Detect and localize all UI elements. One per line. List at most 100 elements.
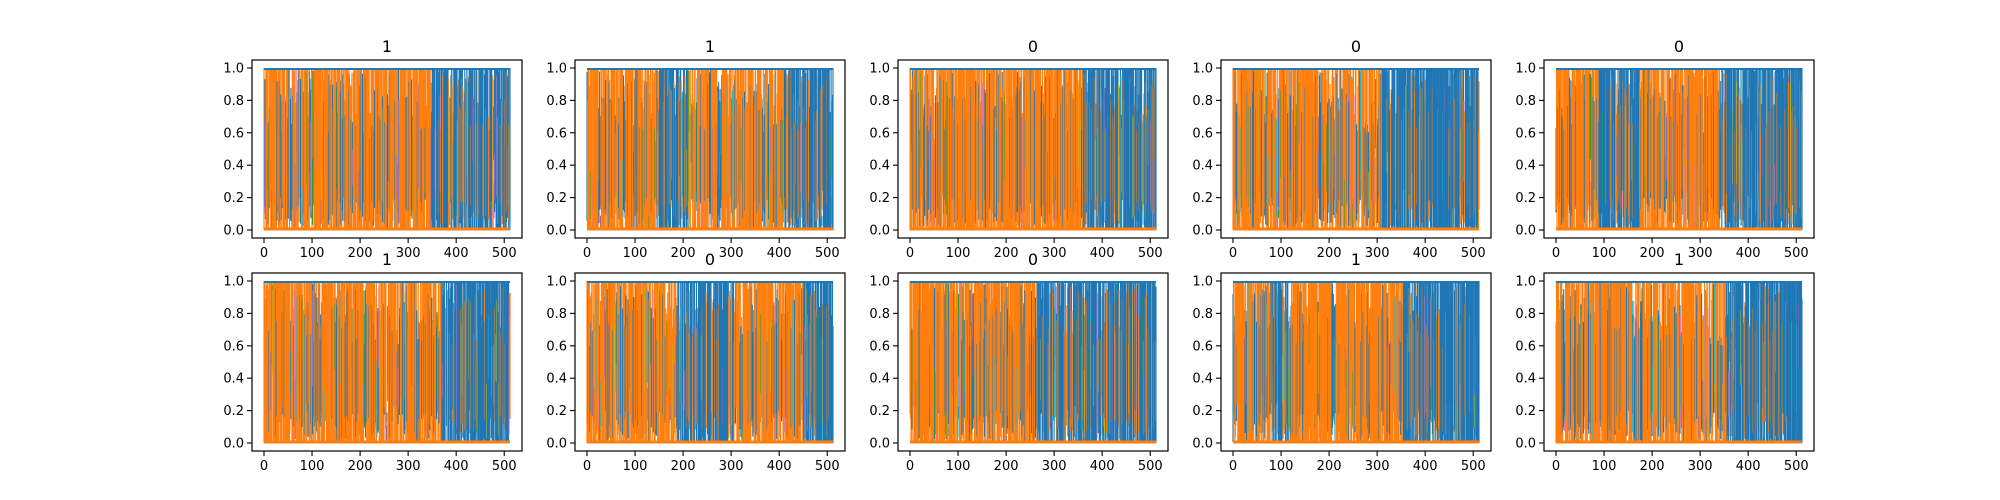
y-tick-label: 0.0 [546,437,567,452]
x-tick-label: 300 [1042,459,1067,474]
y-tick-label: 1.0 [223,62,244,77]
x-tick-label: 200 [1317,459,1342,474]
plot-area [263,68,511,231]
y-tick-label: 0.8 [1192,94,1213,109]
axes-frame [574,272,846,452]
subplot-4: 0.0 0.2 0.4 0.6 0.8 1.0 0 100 200 300 400 500 0 [1192,37,1492,261]
axes-frame [251,59,523,239]
x-tick-label: 100 [1269,246,1294,261]
y-tick-label: 0.0 [869,224,890,239]
y-tick-label: 0.4 [869,372,890,387]
axes-frame [897,59,1169,239]
plot-area [1555,68,1803,231]
subplot-title: 0 [705,250,715,269]
subplot-8: 0.0 0.2 0.4 0.6 0.8 1.0 0 100 200 300 400 500 0 [869,250,1169,474]
y-tick-label: 0.0 [1192,437,1213,452]
x-tick-label: 100 [1592,246,1617,261]
subplot-title: 1 [705,37,715,56]
x-tick-label: 300 [1042,246,1067,261]
y-tick-label: 1.0 [546,275,567,290]
x-tick-label: 500 [1784,246,1809,261]
y-tick-label: 1.0 [1515,62,1536,77]
x-tick-label: 400 [444,459,469,474]
y-tick-label: 1.0 [546,62,567,77]
x-tick-label: 200 [1317,246,1342,261]
subplot-title: 1 [382,250,392,269]
x-tick-label: 200 [994,459,1019,474]
subplot-title: 0 [1351,37,1361,56]
y-tick-label: 1.0 [869,275,890,290]
x-tick-label: 400 [1090,246,1115,261]
y-tick-label: 0.2 [223,404,244,419]
subplot-7: 0.0 0.2 0.4 0.6 0.8 1.0 0 100 200 300 400 500 0 [546,250,846,474]
y-tick-label: 0.4 [546,159,567,174]
subplot-5: 0.0 0.2 0.4 0.6 0.8 1.0 0 100 200 300 400 500 0 [1515,37,1815,261]
plot-area [909,68,1157,231]
y-tick-label: 0.6 [223,126,244,141]
x-tick-label: 300 [1365,246,1390,261]
y-tick-label: 0.4 [223,372,244,387]
y-tick-label: 0.6 [1192,126,1213,141]
x-tick-label: 0 [260,459,268,474]
x-tick-label: 400 [444,246,469,261]
y-tick-label: 0.2 [1515,191,1536,206]
subplot-9: 0.0 0.2 0.4 0.6 0.8 1.0 0 100 200 300 400 500 1 [1192,250,1492,474]
y-tick-label: 0.4 [1515,159,1536,174]
y-tick-label: 1.0 [1192,62,1213,77]
y-tick-label: 0.8 [869,307,890,322]
y-tick-label: 0.0 [546,224,567,239]
plot-area [586,281,834,444]
y-tick-label: 1.0 [223,275,244,290]
y-tick-label: 0.0 [223,437,244,452]
y-tick-label: 0.0 [869,437,890,452]
plot-area [1555,281,1803,444]
x-tick-label: 400 [1090,459,1115,474]
subplot-title: 1 [382,37,392,56]
plot-area [909,281,1157,444]
y-tick-label: 0.8 [1515,94,1536,109]
x-tick-label: 0 [906,459,914,474]
y-tick-label: 0.8 [869,94,890,109]
x-tick-label: 100 [300,246,325,261]
y-tick-label: 0.0 [1515,224,1536,239]
x-tick-label: 300 [1365,459,1390,474]
x-tick-label: 300 [396,459,421,474]
x-tick-label: 500 [1138,246,1163,261]
x-tick-label: 500 [1461,459,1486,474]
axes-frame [574,59,846,239]
subplot-6: 0.0 0.2 0.4 0.6 0.8 1.0 0 100 200 300 400 500 1 [223,250,523,474]
x-tick-label: 200 [671,246,696,261]
x-tick-label: 100 [946,459,971,474]
plot-area [586,68,834,231]
x-tick-label: 100 [1269,459,1294,474]
axes-frame [1543,59,1815,239]
x-tick-label: 500 [815,246,840,261]
y-tick-label: 0.6 [1192,339,1213,354]
x-tick-label: 100 [300,459,325,474]
y-tick-label: 0.2 [869,191,890,206]
x-tick-label: 400 [767,459,792,474]
x-tick-label: 0 [260,246,268,261]
x-tick-label: 0 [1229,246,1237,261]
y-tick-label: 0.4 [223,159,244,174]
x-tick-label: 500 [1461,246,1486,261]
subplot-title: 0 [1028,37,1038,56]
x-tick-label: 400 [1413,459,1438,474]
y-tick-label: 0.0 [223,224,244,239]
x-tick-label: 0 [1552,246,1560,261]
axes-frame [1220,272,1492,452]
x-tick-label: 500 [492,246,517,261]
subplot-title: 0 [1674,37,1684,56]
subplot-title: 1 [1351,250,1361,269]
x-tick-label: 200 [671,459,696,474]
y-tick-label: 0.2 [546,404,567,419]
x-tick-label: 500 [492,459,517,474]
y-tick-label: 0.6 [546,126,567,141]
x-tick-label: 400 [1736,246,1761,261]
x-tick-label: 100 [946,246,971,261]
y-tick-label: 0.8 [223,307,244,322]
x-tick-label: 0 [583,459,591,474]
x-tick-label: 300 [719,459,744,474]
y-tick-label: 0.6 [223,339,244,354]
